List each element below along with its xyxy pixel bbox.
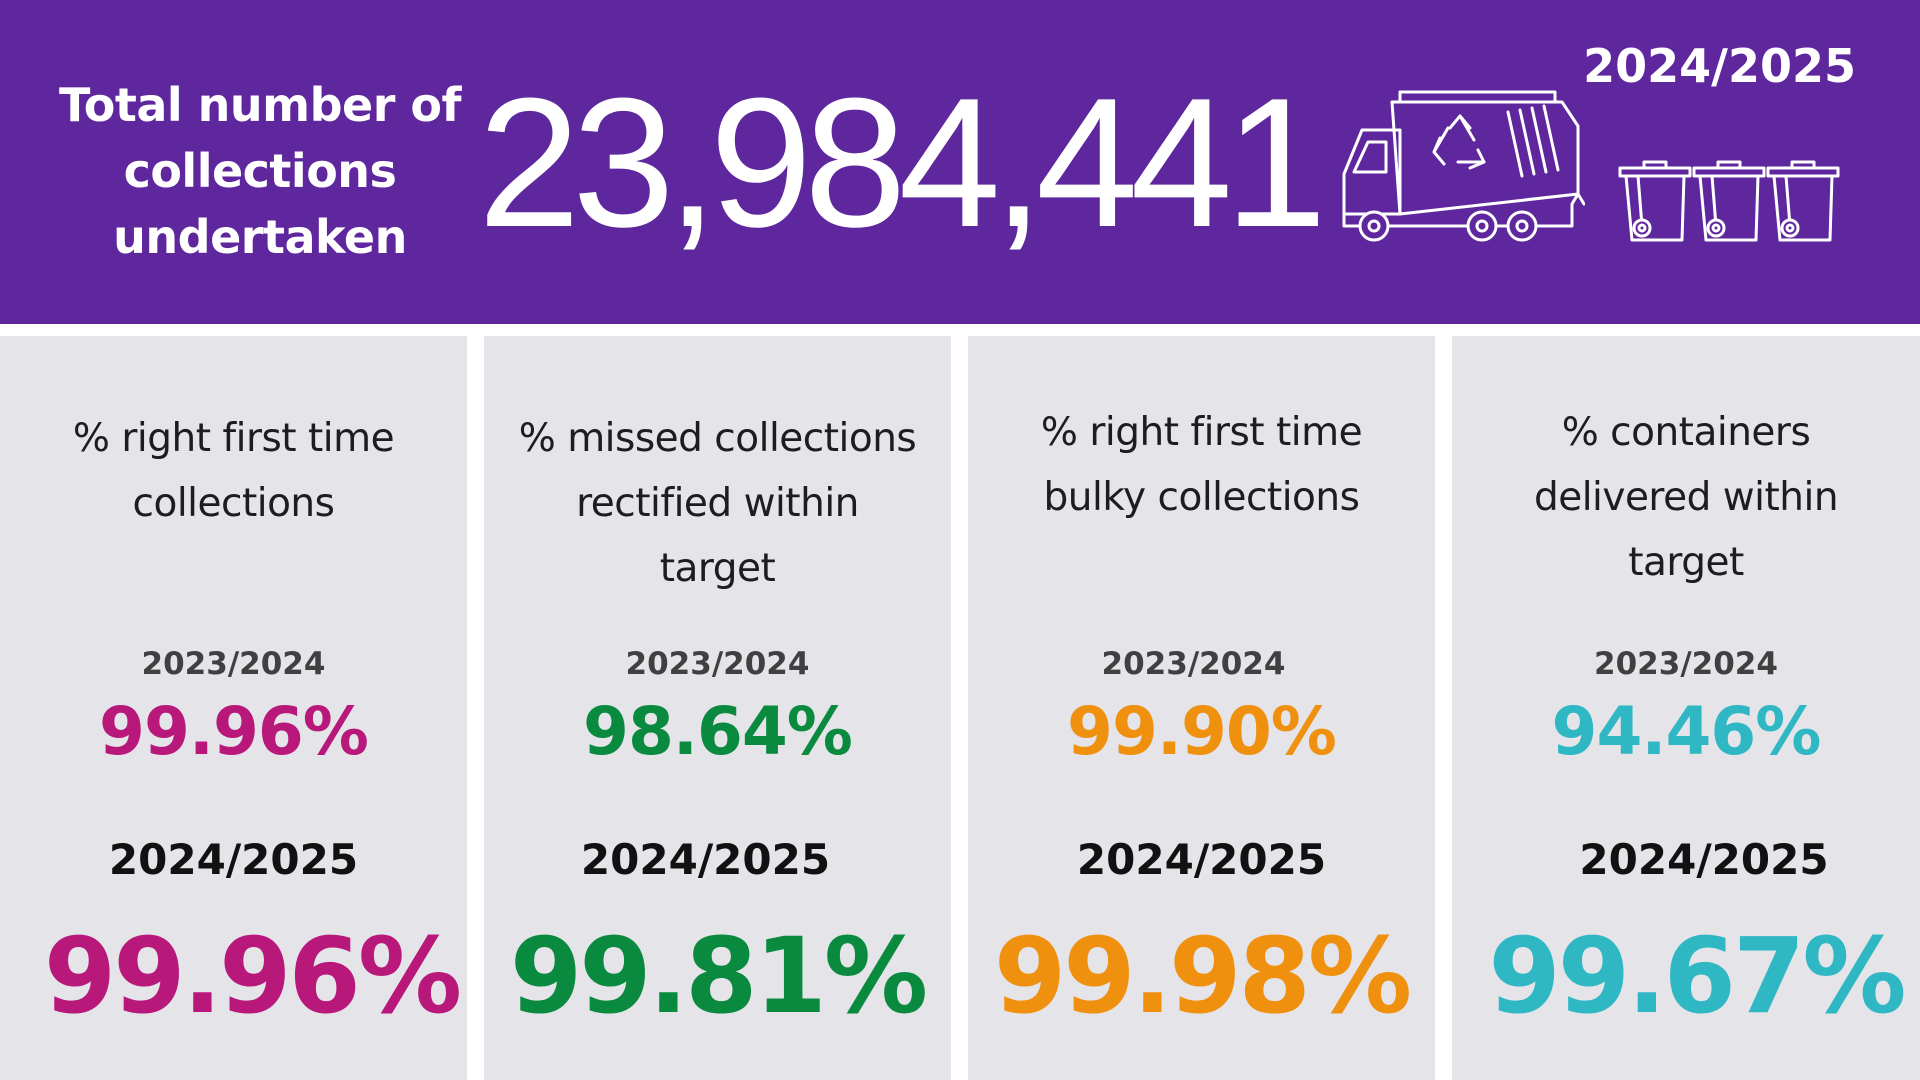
total-collections-value: 23,984,441 — [478, 59, 1327, 265]
kpi-card-title: % containers delivered within target — [1452, 400, 1920, 595]
wheelie-bin-icon — [1692, 160, 1766, 242]
wheelie-bin-icon — [1766, 160, 1840, 242]
title-line: % right first time — [1040, 410, 1363, 455]
previous-year-value: 94.46% — [1551, 693, 1822, 770]
previous-year-label: 2023/2024 — [625, 646, 810, 682]
current-year-value: 99.81% — [509, 915, 928, 1037]
current-year-label: 2024/2025 — [108, 835, 359, 884]
kpi-card-missed-collections: % missed collections rectified within ta… — [484, 336, 951, 1080]
summary-banner: Total number of collections undertaken 2… — [0, 0, 1920, 324]
title-line: rectified within — [576, 481, 859, 526]
current-year-value: 99.98% — [993, 915, 1412, 1037]
recycling-truck-icon — [1342, 90, 1585, 242]
title-line: % missed collections — [518, 416, 917, 461]
current-year-value: 99.67% — [1488, 915, 1906, 1037]
label-line-1: Total number of — [58, 78, 462, 132]
current-year-label: 2024/2025 — [1579, 835, 1829, 884]
previous-year-label: 2023/2024 — [141, 646, 326, 682]
title-line: collections — [132, 481, 335, 526]
wheelie-bin-icon — [1618, 160, 1692, 242]
current-year-label: 2024/2025 — [1076, 835, 1327, 884]
label-line-2: collections — [123, 144, 397, 198]
previous-year-value: 98.64% — [583, 693, 853, 770]
current-year-label: 2024/2025 — [580, 835, 831, 884]
title-line: % containers — [1561, 410, 1811, 455]
current-year-value: 99.96% — [43, 915, 462, 1037]
kpi-cards: % right first time collections 2023/2024… — [0, 336, 1920, 1080]
total-collections-label: Total number of collections undertaken — [50, 72, 470, 270]
previous-year-value: 99.90% — [1067, 693, 1337, 770]
title-line: bulky collections — [1043, 475, 1360, 520]
kpi-card-containers-delivered: % containers delivered within target 202… — [1452, 336, 1920, 1080]
banner-year: 2024/2025 — [1583, 39, 1856, 93]
title-line: target — [659, 546, 776, 591]
title-line: delivered within — [1533, 475, 1839, 520]
kpi-card-title: % missed collections rectified within ta… — [484, 406, 951, 601]
previous-year-value: 99.96% — [99, 693, 369, 770]
label-line-3: undertaken — [113, 210, 407, 264]
previous-year-label: 2023/2024 — [1101, 646, 1286, 682]
kpi-card-title: % right first time bulky collections — [968, 400, 1435, 530]
kpi-card-title: % right first time collections — [0, 406, 467, 536]
kpi-card-bulky-collections: % right first time bulky collections 202… — [968, 336, 1435, 1080]
title-line: target — [1628, 540, 1744, 585]
previous-year-label: 2023/2024 — [1594, 646, 1778, 682]
title-line: % right first time — [72, 416, 395, 461]
kpi-card-right-first-time: % right first time collections 2023/2024… — [0, 336, 467, 1080]
